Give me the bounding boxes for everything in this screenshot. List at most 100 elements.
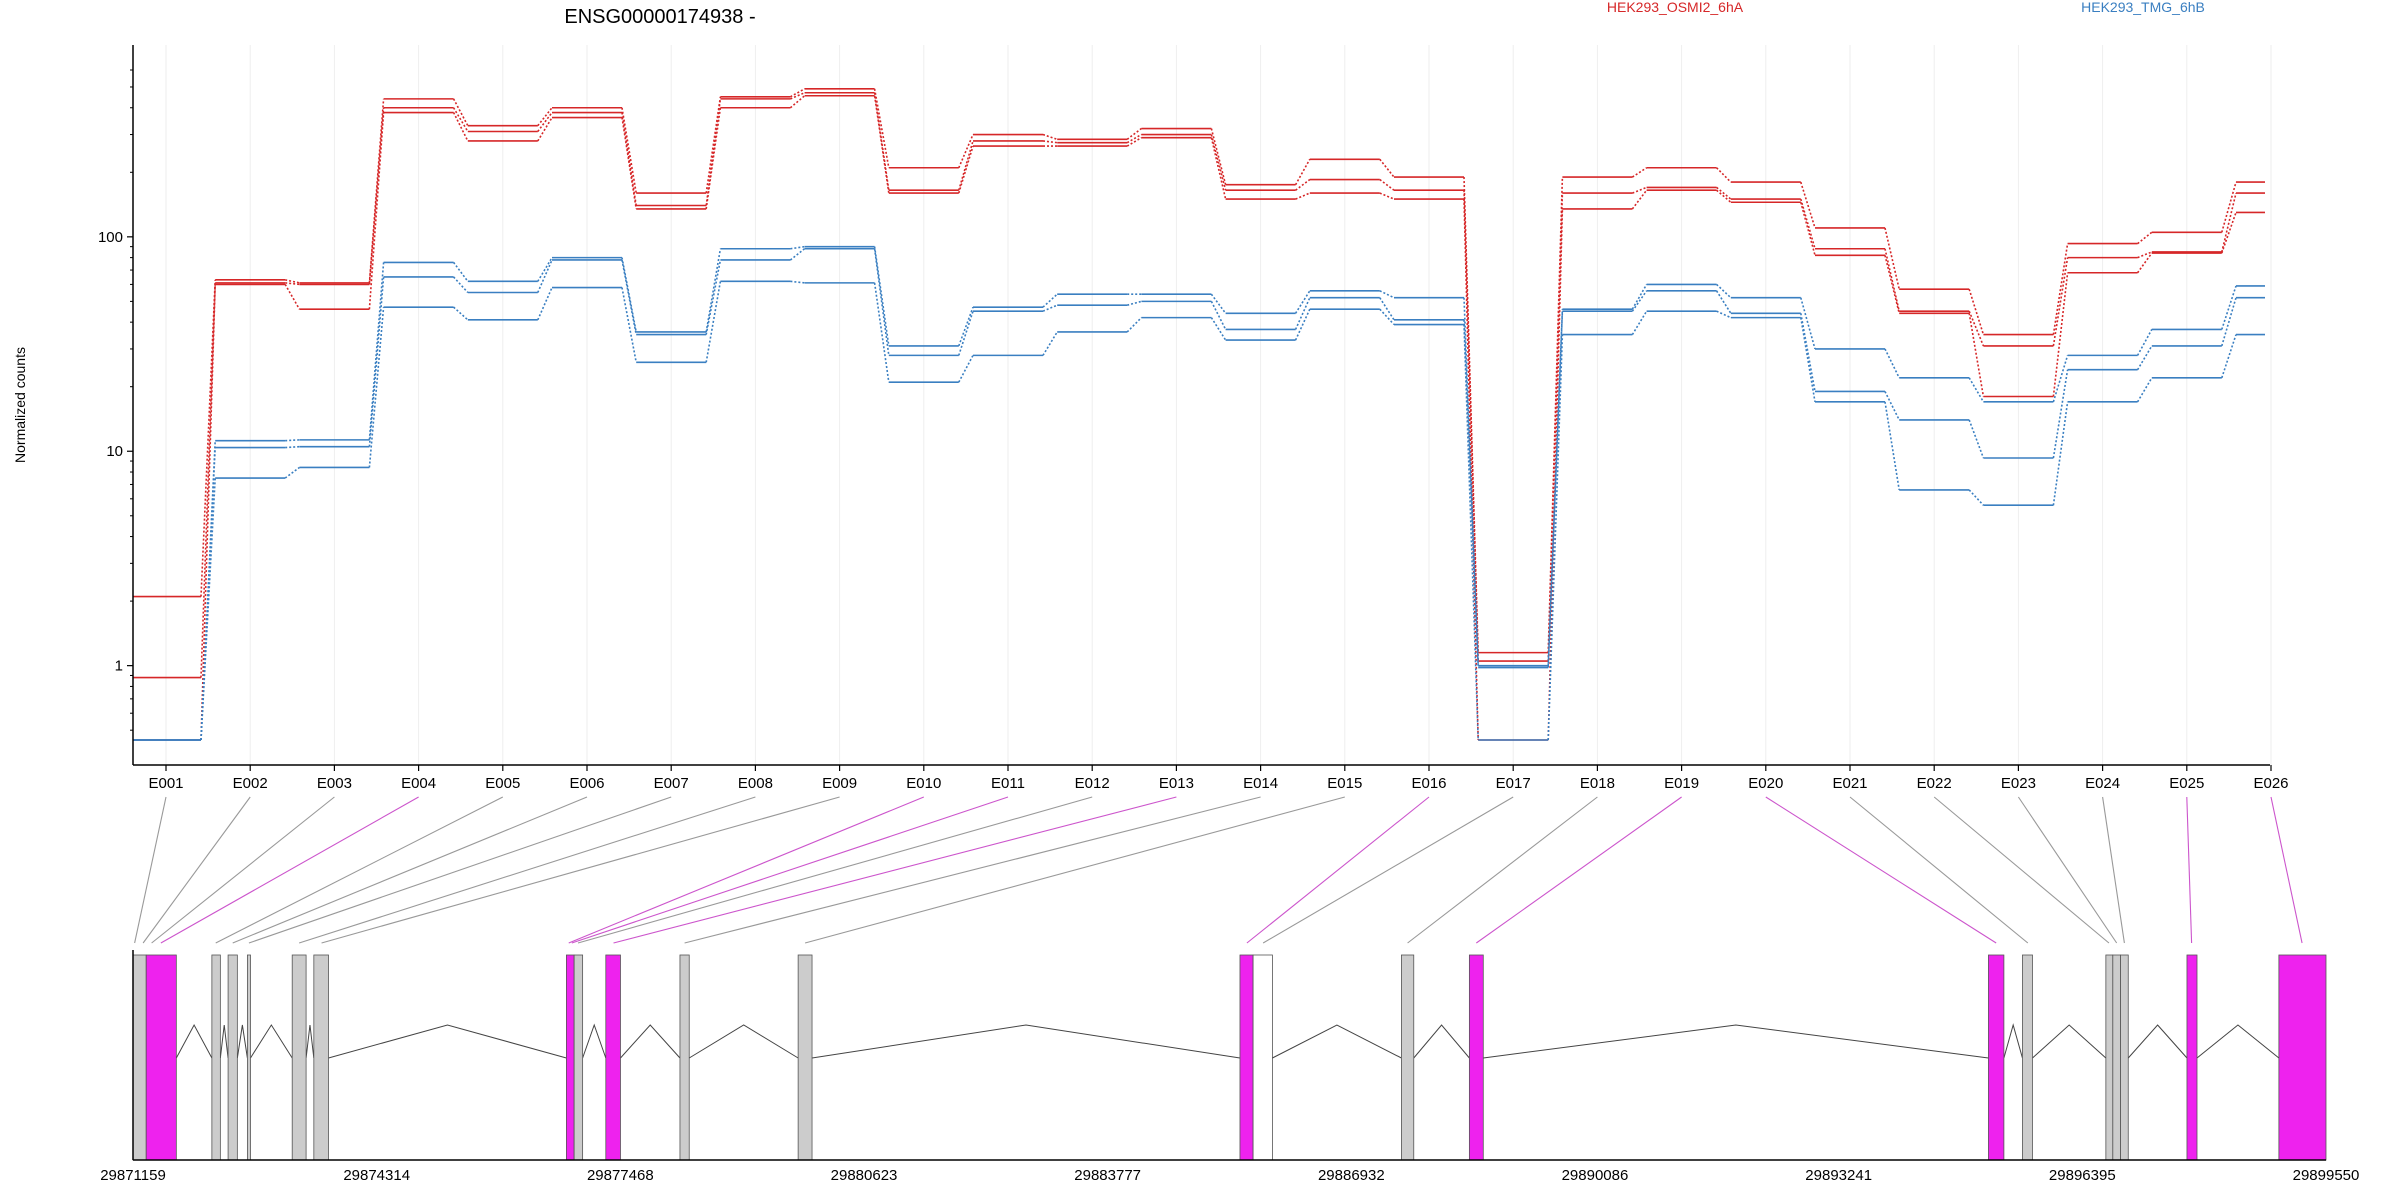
series-connector [789, 248, 806, 261]
series-connector [1294, 308, 1311, 341]
intron-line [2003, 1023, 2023, 1059]
exon-box [1468, 954, 1484, 1161]
series-connector [958, 145, 974, 194]
series-connector [1210, 137, 1227, 200]
connector-e005 [215, 796, 504, 944]
x-tick-label-e016: E016 [1411, 775, 1446, 792]
x-tick-label-e004: E004 [401, 775, 436, 792]
exon-box [797, 954, 813, 1161]
exon-box [313, 954, 329, 1161]
series-connector [621, 287, 637, 363]
series-connector [368, 107, 385, 285]
series-osmi-3 [133, 94, 2265, 741]
series-connector [1631, 167, 1648, 178]
series-connector [1379, 178, 1395, 191]
exon-box [1401, 954, 1415, 1161]
series-connector [1042, 304, 1058, 312]
x-tick-label-e006: E006 [569, 775, 604, 792]
exon-box [2022, 954, 2033, 1161]
series-connector [2052, 243, 2069, 335]
series-connector [200, 282, 216, 678]
intron-line [582, 1023, 607, 1059]
genome-tick-label: 29880623 [831, 1167, 898, 1184]
series-connector [2221, 297, 2237, 347]
connector-e009 [321, 796, 840, 944]
series-connector [705, 96, 722, 194]
series-connector [1294, 290, 1311, 314]
series-connector [790, 280, 805, 284]
series-connector [2136, 252, 2153, 274]
series-connector [2052, 355, 2069, 403]
exon-box [145, 954, 177, 1161]
series-connector [621, 117, 637, 210]
series-connector [1295, 178, 1311, 191]
legend-entry-osmi: HEK293_OSMI2_6hA [1607, 0, 1744, 15]
x-tick-label-e025: E025 [2169, 775, 2204, 792]
series-tmg-5 [133, 247, 2265, 741]
x-tick-label-e024: E024 [2085, 775, 2120, 792]
series-connector [285, 279, 300, 284]
series-connector [1210, 301, 1227, 330]
series-connector [1800, 313, 1816, 392]
series-connector [2136, 329, 2153, 356]
exon-box [679, 954, 690, 1161]
series-connector [705, 98, 722, 206]
series-connector [1126, 127, 1142, 140]
series-connector [873, 282, 890, 383]
genome-tick-label: 29871159 [100, 1167, 166, 1184]
exon-box [2278, 954, 2327, 1161]
series-connector [2136, 377, 2153, 403]
x-tick-label-e022: E022 [1917, 775, 1952, 792]
series-connector [873, 248, 890, 356]
series-connector [1631, 284, 1648, 310]
series-connector [958, 140, 974, 191]
intron-line [2196, 1024, 2280, 1059]
series-connector [1968, 313, 1985, 397]
genome-tick-label: 29886932 [1318, 1167, 1385, 1184]
genome-tick-label: 29877468 [587, 1167, 654, 1184]
series-connector [1968, 419, 1985, 459]
x-tick-label-e020: E020 [1748, 775, 1783, 792]
series-connector [1210, 128, 1227, 185]
series-connector [1800, 317, 1816, 402]
series-connector [1716, 310, 1732, 319]
x-tick-label-e026: E026 [2253, 775, 2288, 792]
bin-to-exon-connectors [134, 796, 2303, 944]
intron-line [1413, 1024, 1470, 1059]
x-tick-label-e011: E011 [991, 775, 1025, 792]
series-connector [873, 246, 890, 347]
series-connector [537, 257, 553, 282]
series-connector [1632, 186, 1647, 194]
series-connector [1042, 293, 1058, 308]
connector-e001 [134, 796, 167, 944]
connector-e013 [613, 796, 1177, 944]
series-connector [537, 107, 553, 127]
series-connector [453, 276, 469, 294]
exon-box [605, 954, 621, 1161]
connector-e021 [1849, 796, 2029, 944]
series-connector [368, 276, 385, 447]
series-connector [790, 92, 805, 100]
series-connector [1294, 158, 1311, 186]
connector-e023 [2017, 796, 2118, 944]
x-tick-label-e023: E023 [2001, 775, 2036, 792]
connector-e010 [568, 796, 925, 944]
series-connector [1379, 192, 1395, 200]
series-connector [452, 261, 469, 282]
series-connector [368, 112, 385, 310]
series-connector [2052, 257, 2069, 347]
intron-line [328, 1024, 567, 1059]
series-connector [1294, 297, 1311, 330]
series-connector [452, 98, 469, 127]
series-connector [284, 466, 300, 479]
series-connector [1884, 348, 1900, 379]
series-connector [1210, 134, 1227, 191]
series-connector [1800, 198, 1816, 249]
connector-e003 [151, 796, 335, 944]
x-tick-label-e019: E019 [1664, 775, 1699, 792]
series-connector [1716, 189, 1732, 203]
intron-line [811, 1024, 1241, 1059]
exon-box [566, 954, 575, 1161]
x-tick-label-e002: E002 [233, 775, 268, 792]
x-tick-label-e001: E001 [148, 775, 183, 792]
